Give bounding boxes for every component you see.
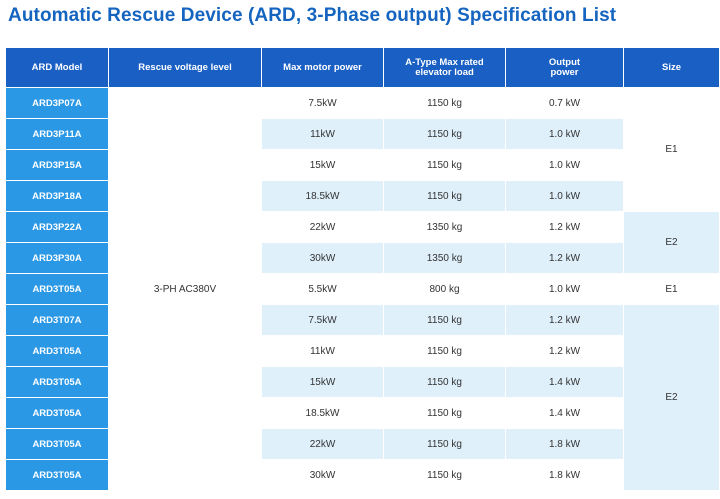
motor-cell: 22kW xyxy=(261,428,384,460)
model-cell: ARD3P11A xyxy=(5,118,109,150)
output-cell: 1.8 kW xyxy=(505,459,624,491)
motor-cell: 7.5kW xyxy=(261,87,384,119)
table-row: ARD3T05A 5.5kW 800 kg 1.0 kW E1 xyxy=(5,273,720,305)
motor-cell: 18.5kW xyxy=(261,180,384,212)
load-cell: 1150 kg xyxy=(383,180,506,212)
size-cell: E2 xyxy=(623,304,720,491)
col-header-load-line2: elevator load xyxy=(415,66,474,78)
output-cell: 1.8 kW xyxy=(505,428,624,460)
output-cell: 1.4 kW xyxy=(505,397,624,429)
model-cell: ARD3T05A xyxy=(5,366,109,398)
load-cell: 1150 kg xyxy=(383,397,506,429)
output-cell: 0.7 kW xyxy=(505,87,624,119)
col-header-load: A-Type Max rated elevator load xyxy=(383,47,506,88)
load-cell: 1150 kg xyxy=(383,428,506,460)
col-header-load-line1: A-Type Max rated xyxy=(405,56,484,68)
model-cell: ARD3P22A xyxy=(5,211,109,243)
spec-table-container: ARD Model Rescue voltage level Max motor… xyxy=(5,47,720,491)
motor-cell: 22kW xyxy=(261,211,384,243)
col-header-model: ARD Model xyxy=(5,47,109,88)
output-cell: 1.2 kW xyxy=(505,211,624,243)
load-cell: 1150 kg xyxy=(383,118,506,150)
size-cell: E1 xyxy=(623,273,720,305)
col-header-voltage: Rescue voltage level xyxy=(108,47,262,88)
model-cell: ARD3T07A xyxy=(5,304,109,336)
model-cell: ARD3T05A xyxy=(5,459,109,491)
col-header-output: Output power xyxy=(505,47,624,88)
model-cell: ARD3P07A xyxy=(5,87,109,119)
motor-cell: 30kW xyxy=(261,242,384,274)
table-row: ARD3P18A 18.5kW 1150 kg 1.0 kW xyxy=(5,180,720,212)
output-cell: 1.0 kW xyxy=(505,180,624,212)
output-cell: 1.2 kW xyxy=(505,242,624,274)
motor-cell: 15kW xyxy=(261,366,384,398)
load-cell: 1350 kg xyxy=(383,211,506,243)
model-cell: ARD3P30A xyxy=(5,242,109,274)
output-cell: 1.2 kW xyxy=(505,335,624,367)
col-header-output-line2: power xyxy=(550,66,579,78)
output-cell: 1.2 kW xyxy=(505,304,624,336)
model-cell: ARD3T05A xyxy=(5,397,109,429)
output-cell: 1.0 kW xyxy=(505,273,624,305)
table-row: ARD3T05A 11kW 1150 kg 1.2 kW xyxy=(5,335,720,367)
load-cell: 1150 kg xyxy=(383,149,506,181)
table-row: ARD3P07A 3-PH AC380V 7.5kW 1150 kg 0.7 k… xyxy=(5,87,720,491)
output-cell: 1.4 kW xyxy=(505,366,624,398)
motor-cell: 15kW xyxy=(261,149,384,181)
load-cell: 1150 kg xyxy=(383,335,506,367)
output-cell: 1.0 kW xyxy=(505,118,624,150)
motor-cell: 7.5kW xyxy=(261,304,384,336)
size-cell: E1 xyxy=(623,87,720,212)
table-row: ARD3T05A 18.5kW 1150 kg 1.4 kW xyxy=(5,397,720,429)
load-cell: 1150 kg xyxy=(383,304,506,336)
size-cell: E2 xyxy=(623,211,720,274)
col-header-output-line1: Output xyxy=(548,56,581,68)
table-row: ARD3P30A 30kW 1350 kg 1.2 kW xyxy=(5,242,720,274)
load-cell: 1150 kg xyxy=(383,459,506,491)
page-title: Automatic Rescue Device (ARD, 3-Phase ou… xyxy=(8,5,617,26)
load-cell: 800 kg xyxy=(383,273,506,305)
model-cell: ARD3T05A xyxy=(5,428,109,460)
motor-cell: 5.5kW xyxy=(261,273,384,305)
load-cell: 1150 kg xyxy=(383,87,506,119)
table-header-row: ARD Model Rescue voltage level Max motor… xyxy=(5,47,720,88)
table-row: ARD3T05A 30kW 1150 kg 1.8 kW xyxy=(5,459,720,491)
table-row: ARD3T05A 22kW 1150 kg 1.8 kW xyxy=(5,428,720,460)
model-cell: ARD3P18A xyxy=(5,180,109,212)
load-cell: 1350 kg xyxy=(383,242,506,274)
spec-table: ARD Model Rescue voltage level Max motor… xyxy=(5,47,720,491)
model-cell: ARD3P15A xyxy=(5,149,109,181)
motor-cell: 18.5kW xyxy=(261,397,384,429)
motor-cell: 30kW xyxy=(261,459,384,491)
table-row: ARD3T07A 7.5kW 1150 kg 1.2 kW E2 xyxy=(5,304,720,491)
table-row: ARD3P11A 11kW 1150 kg 1.0 kW xyxy=(5,118,720,150)
output-cell: 1.0 kW xyxy=(505,149,624,181)
voltage-cell: 3-PH AC380V xyxy=(108,87,262,491)
motor-cell: 11kW xyxy=(261,335,384,367)
col-header-motor: Max motor power xyxy=(261,47,384,88)
model-cell: ARD3T05A xyxy=(5,335,109,367)
model-cell: ARD3T05A xyxy=(5,273,109,305)
col-header-size: Size xyxy=(623,47,720,88)
load-cell: 1150 kg xyxy=(383,366,506,398)
motor-cell: 11kW xyxy=(261,118,384,150)
